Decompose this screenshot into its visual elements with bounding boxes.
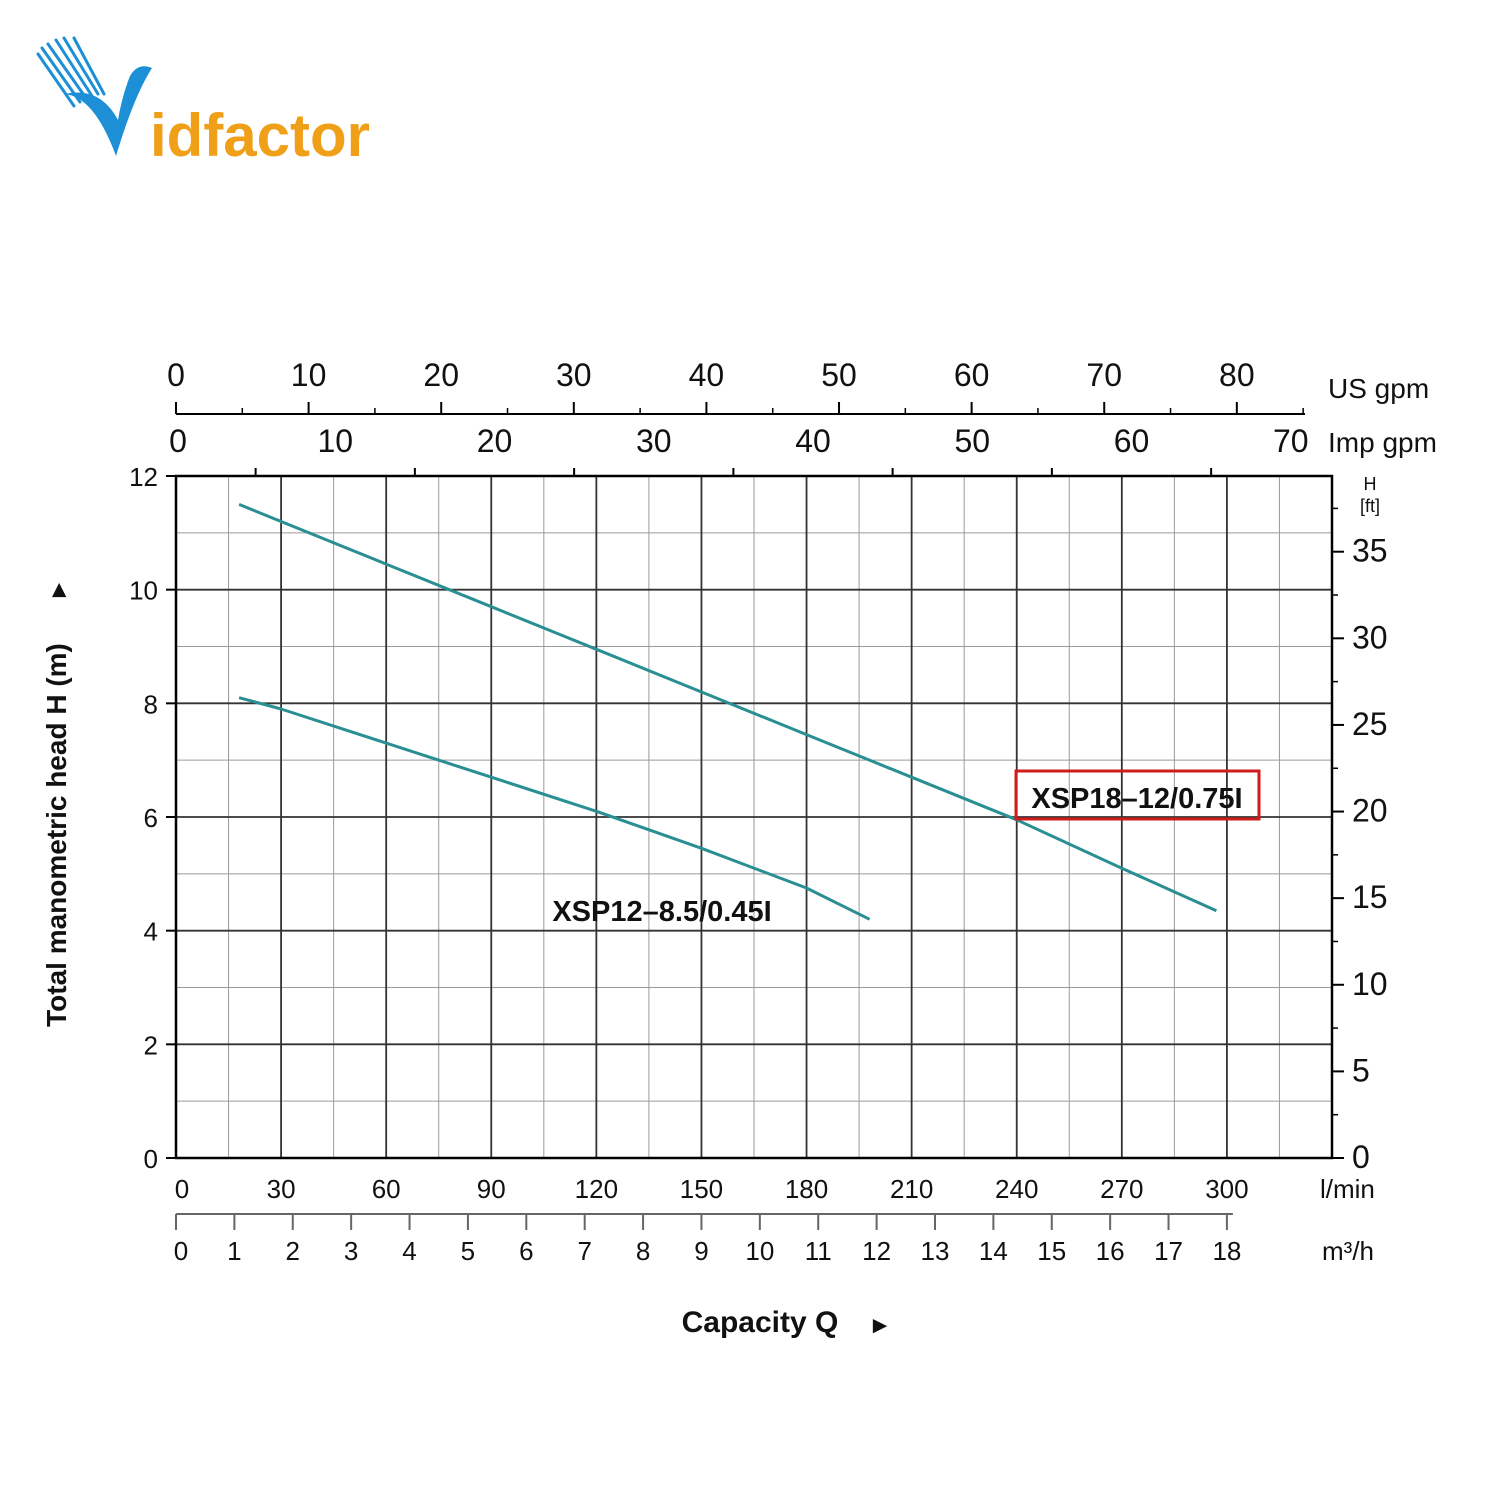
imp-gpm-tick-label: 50 [954, 423, 990, 459]
lmin-tick-label: 270 [1100, 1174, 1143, 1204]
m3h-tick-label: 16 [1096, 1236, 1125, 1266]
lmin-tick-label: 150 [680, 1174, 723, 1204]
highlight-box [1014, 769, 1261, 821]
lmin-tick-label: 240 [995, 1174, 1038, 1204]
lmin-tick-label: 180 [785, 1174, 828, 1204]
lmin-tick-label: 60 [372, 1174, 401, 1204]
ft-tick-label: 10 [1352, 966, 1388, 1002]
imp-gpm-tick-label: 20 [477, 423, 513, 459]
y-tick-label: 2 [144, 1030, 158, 1060]
y-tick-label: 8 [144, 689, 158, 719]
x-axis-arrow-icon: ► [868, 1312, 892, 1339]
imp-gpm-tick-label: 40 [795, 423, 831, 459]
m3h-tick-label: 18 [1212, 1236, 1241, 1266]
us-gpm-tick-label: 80 [1219, 357, 1255, 393]
series-line-2 [238, 696, 871, 921]
imp-gpm-tick-label: 70 [1273, 423, 1309, 459]
y-tick-label: 6 [144, 803, 158, 833]
ft-tick-label: 20 [1352, 793, 1388, 829]
imp-gpm-tick-label: 10 [317, 423, 353, 459]
ft-unit-ft: [ft] [1360, 496, 1380, 516]
m3h-unit-label: m³/h [1322, 1236, 1374, 1266]
vidfactor-logo: idfactor [36, 36, 370, 169]
m3h-tick-label: 0 [174, 1236, 188, 1266]
ft-tick-label: 15 [1352, 879, 1388, 915]
ft-tick-label: 30 [1352, 619, 1388, 655]
y-tick-label: 0 [144, 1144, 158, 1174]
imp-gpm-unit-label: Imp gpm [1328, 427, 1437, 458]
m3h-tick-label: 11 [805, 1236, 832, 1266]
us-gpm-tick-label: 70 [1086, 357, 1122, 393]
y-tick-label: 4 [144, 917, 158, 947]
logo-v-shape [64, 66, 152, 156]
ft-unit-h: H [1364, 474, 1377, 494]
ft-tick-label: 35 [1352, 533, 1388, 569]
m3h-tick-label: 12 [862, 1236, 891, 1266]
m3h-tick-label: 14 [979, 1236, 1008, 1266]
lmin-tick-label: 90 [477, 1174, 506, 1204]
y-tick-label: 12 [129, 462, 158, 492]
bird-wing-icon [36, 36, 106, 108]
us-gpm-tick-label: 20 [423, 357, 459, 393]
us-gpm-tick-label: 60 [954, 357, 990, 393]
y-axis-title: Total manometric head H (m) [41, 643, 72, 1027]
m3h-tick-label: 4 [402, 1236, 416, 1266]
m3h-tick-label: 7 [577, 1236, 591, 1266]
m3h-tick-label: 17 [1154, 1236, 1183, 1266]
m3h-tick-label: 8 [636, 1236, 650, 1266]
us-gpm-tick-label: 40 [689, 357, 725, 393]
lmin-tick-label: 30 [267, 1174, 296, 1204]
m3h-tick-label: 1 [227, 1236, 241, 1266]
lmin-unit-label: l/min [1320, 1174, 1375, 1204]
m3h-tick-label: 15 [1037, 1236, 1066, 1266]
us-gpm-unit-label: US gpm [1328, 373, 1429, 404]
m3h-tick-label: 9 [694, 1236, 708, 1266]
ft-tick-label: 0 [1352, 1139, 1370, 1175]
imp-gpm-tick-label: 30 [636, 423, 672, 459]
logo-wordmark: idfactor [150, 102, 370, 169]
lmin-tick-label: 300 [1205, 1174, 1248, 1204]
us-gpm-tick-label: 0 [167, 357, 185, 393]
imp-gpm-tick-label: 0 [169, 423, 187, 459]
m3h-tick-label: 6 [519, 1236, 533, 1266]
series-label-2: XSP12–8.5/0.45I [552, 896, 771, 928]
m3h-tick-label: 10 [745, 1236, 774, 1266]
y-tick-label: 10 [129, 576, 158, 606]
y-axis-arrow-icon: ► [45, 578, 72, 602]
lmin-tick-label: 0 [175, 1174, 189, 1204]
lmin-tick-label: 120 [575, 1174, 618, 1204]
us-gpm-tick-label: 50 [821, 357, 857, 393]
m3h-tick-label: 13 [921, 1236, 950, 1266]
ft-tick-label: 25 [1352, 706, 1388, 742]
m3h-tick-label: 2 [286, 1236, 300, 1266]
imp-gpm-tick-label: 60 [1114, 423, 1150, 459]
us-gpm-tick-label: 10 [291, 357, 327, 393]
x-axis-title: Capacity Q [682, 1306, 839, 1339]
lmin-tick-label: 210 [890, 1174, 933, 1204]
us-gpm-tick-label: 30 [556, 357, 592, 393]
m3h-tick-label: 3 [344, 1236, 358, 1266]
ft-tick-label: 5 [1352, 1052, 1370, 1088]
series-label-1: XSP18–12/0.75I [1031, 783, 1242, 815]
m3h-tick-label: 5 [461, 1236, 475, 1266]
